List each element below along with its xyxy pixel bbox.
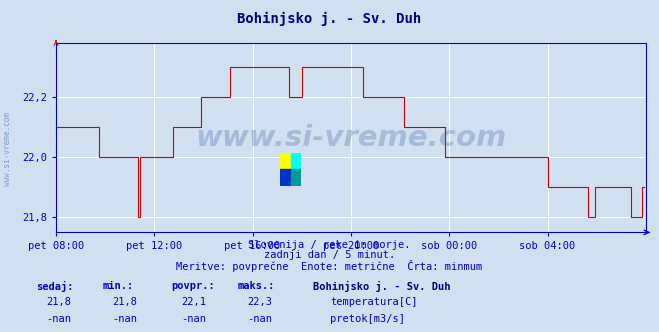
Bar (291, 153, 301, 169)
Bar (291, 169, 301, 186)
Text: Bohinjsko j. - Sv. Duh: Bohinjsko j. - Sv. Duh (237, 12, 422, 26)
Text: 21,8: 21,8 (46, 297, 71, 307)
Text: -nan: -nan (247, 314, 272, 324)
Text: 21,8: 21,8 (112, 297, 137, 307)
Text: pretok[m3/s]: pretok[m3/s] (330, 314, 405, 324)
Text: -nan: -nan (112, 314, 137, 324)
Text: maks.:: maks.: (237, 281, 275, 290)
Text: min.:: min.: (102, 281, 133, 290)
Text: zadnji dan / 5 minut.: zadnji dan / 5 minut. (264, 250, 395, 260)
Text: povpr.:: povpr.: (171, 281, 215, 290)
Text: Meritve: povprečne  Enote: metrične  Črta: minmum: Meritve: povprečne Enote: metrične Črta:… (177, 260, 482, 272)
Text: Bohinjsko j. - Sv. Duh: Bohinjsko j. - Sv. Duh (313, 281, 451, 291)
Bar (280, 169, 291, 186)
Text: 22,3: 22,3 (247, 297, 272, 307)
Text: www.si-vreme.com: www.si-vreme.com (195, 124, 507, 152)
Text: temperatura[C]: temperatura[C] (330, 297, 418, 307)
Text: 22,1: 22,1 (181, 297, 206, 307)
Text: Slovenija / reke in morje.: Slovenija / reke in morje. (248, 240, 411, 250)
Text: -nan: -nan (181, 314, 206, 324)
Text: -nan: -nan (46, 314, 71, 324)
Text: sedaj:: sedaj: (36, 281, 74, 291)
Bar (280, 153, 291, 169)
Text: www.si-vreme.com: www.si-vreme.com (3, 113, 13, 186)
